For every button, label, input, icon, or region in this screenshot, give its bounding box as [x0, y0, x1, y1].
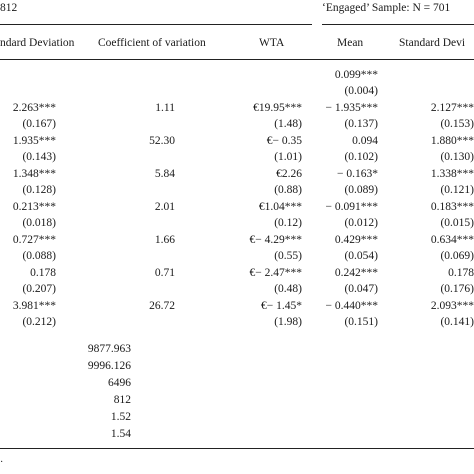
cell-sd-se: (0.128): [22, 184, 56, 196]
cell-cv: 1.66: [154, 234, 175, 246]
cell-sd-se: (0.088): [22, 250, 56, 262]
stat-value: 812: [113, 394, 131, 406]
cell-mean: − 0.091***: [325, 201, 379, 213]
cell-wta: €− 2.47***: [249, 267, 303, 279]
cell-mean-se: (0.151): [344, 316, 378, 328]
cell-sdr-se: (0.069): [440, 250, 474, 262]
cell-mean: 0.242***: [334, 267, 378, 279]
left-sample-title: 812: [0, 2, 18, 14]
cell-wta: €2.26: [276, 168, 302, 180]
cell-mean-se: (0.102): [344, 151, 378, 163]
cell-mean: 0.094: [352, 135, 378, 147]
cell-wta-se: (0.88): [274, 184, 302, 196]
cell-sd: 2.263***: [12, 102, 56, 114]
cell-sdr: 1.338***: [430, 168, 474, 180]
cell-mean-se: (0.004): [344, 85, 378, 97]
header-std-dev-left: ndard Deviation: [0, 37, 75, 49]
cell-wta: €− 4.29***: [249, 234, 303, 246]
cell-sdr-se: (0.121): [440, 184, 474, 196]
cell-sd-se: (0.212): [22, 316, 56, 328]
cell-cv: 5.84: [154, 168, 175, 180]
cell-sdr: 0.178: [448, 267, 474, 279]
stat-value: 6496: [108, 377, 131, 389]
cell-wta-se: (1.98): [274, 316, 302, 328]
cell-mean: 0.429***: [334, 234, 378, 246]
cell-cv: 26.72: [149, 300, 175, 312]
header-coefficient-of-variation: Coefficient of variation: [98, 37, 206, 49]
cell-sd: 3.981***: [12, 300, 56, 312]
cell-sdr-se: (0.176): [440, 283, 474, 295]
cell-cv: 0.71: [154, 267, 175, 279]
cell-cv: 1.11: [155, 102, 175, 114]
right-panel-rule: [322, 24, 474, 25]
cell-mean: − 1.935***: [325, 102, 379, 114]
cell-sdr-se: (0.141): [440, 316, 474, 328]
stat-value: 1.52: [110, 411, 131, 423]
header-std-dev-right: Standard Devi: [399, 37, 466, 49]
cell-sdr: 2.093***: [430, 300, 474, 312]
cell-cv: 2.01: [154, 201, 175, 213]
cell-wta-se: (0.12): [274, 217, 302, 229]
header-wta: WTA: [259, 37, 285, 49]
cell-sd: 0.727***: [12, 234, 56, 246]
cell-sd-se: (0.018): [22, 217, 56, 229]
bottom-rule: [0, 448, 474, 449]
cell-mean: − 0.163*: [337, 168, 378, 180]
cell-sd: 0.213***: [12, 201, 56, 213]
cell-mean-se: (0.054): [344, 250, 378, 262]
cell-mean: 0.099***: [334, 69, 378, 81]
cell-mean-se: (0.089): [344, 184, 378, 196]
cell-wta-se: (1.01): [274, 151, 302, 163]
cell-mean-se: (0.012): [344, 217, 378, 229]
cell-sdr: 0.634***: [430, 234, 474, 246]
cell-sdr-se: (0.153): [440, 118, 474, 130]
cell-sd: 0.178: [30, 267, 56, 279]
cell-sd-se: (0.143): [22, 151, 56, 163]
cell-wta: €1.04***: [258, 201, 302, 213]
cell-mean: − 0.440***: [325, 300, 379, 312]
cell-wta: €− 0.35: [266, 135, 302, 147]
header-mean: Mean: [337, 37, 364, 49]
cell-sdr: 0.183***: [430, 201, 474, 213]
cell-wta-se: (0.55): [274, 250, 302, 262]
stat-value: 1.54: [110, 428, 131, 440]
cell-mean-se: (0.047): [344, 283, 378, 295]
cell-wta-se: (0.48): [274, 283, 302, 295]
cell-sd-se: (0.167): [22, 118, 56, 130]
right-sample-title: ‘Engaged’ Sample: N = 701: [322, 2, 451, 14]
left-panel-rule: [0, 24, 312, 25]
header-rule: [0, 59, 474, 60]
stat-value: 9877.963: [87, 343, 131, 355]
cell-sdr: 2.127***: [430, 102, 474, 114]
footnote-fragment: ·: [0, 457, 4, 468]
cell-wta-se: (1.48): [274, 118, 302, 130]
cell-cv: 52.30: [149, 135, 175, 147]
cell-sd: 1.348***: [12, 168, 56, 180]
stat-value: 9996.126: [87, 360, 131, 372]
cell-wta: €− 1.45*: [261, 300, 302, 312]
cell-sdr-se: (0.130): [440, 151, 474, 163]
cell-sdr: 1.880***: [430, 135, 474, 147]
cell-sdr-se: (0.015): [440, 217, 474, 229]
cell-sd-se: (0.207): [22, 283, 56, 295]
cell-wta: €19.95***: [253, 102, 302, 114]
cell-sd: 1.935***: [12, 135, 56, 147]
cell-mean-se: (0.137): [344, 118, 378, 130]
